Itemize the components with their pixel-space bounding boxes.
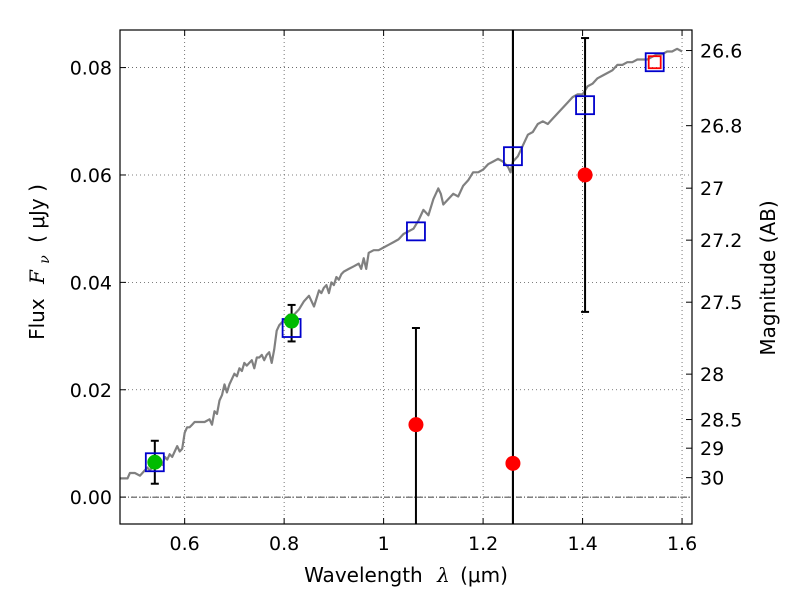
mag-tick-label: 29 (700, 438, 724, 460)
x-axis-title: Wavelength λ (μm) (304, 563, 508, 587)
x-tick-label: 1.6 (667, 533, 697, 555)
red-data-point (408, 417, 424, 433)
y-axis-symbol: F (25, 269, 49, 285)
plot-frame (119, 29, 693, 525)
x-tick-label: 0.6 (170, 533, 200, 555)
y-axis-title: Flux F ν ( μJy ) (25, 184, 54, 340)
mag-tick-label: 27.2 (700, 230, 742, 252)
model-square-marker (144, 452, 165, 473)
mag-tick-label: 27 (700, 178, 724, 200)
x-axis-symbol: λ (436, 563, 450, 587)
y-axis-subscript: ν (37, 255, 53, 264)
y-tick-label: 0.06 (70, 165, 112, 187)
upper-limit-marker (647, 55, 662, 70)
y-tick-label: 0.08 (70, 58, 112, 80)
mag-tick-label: 28 (700, 364, 724, 386)
model-square-marker (575, 95, 595, 116)
x-tick-label: 1 (378, 533, 390, 555)
x-tick-label: 1.2 (468, 533, 498, 555)
spectrum-line (120, 47, 683, 480)
mag-tick-label: 30 (700, 468, 724, 490)
x-axis-unit: (μm) (460, 563, 508, 587)
detection-point (284, 313, 300, 329)
mag-tick-label: 26.6 (700, 41, 742, 63)
x-axis-label-text: Wavelength (304, 563, 423, 587)
spectrum-series (120, 47, 683, 480)
y-tick-label: 0.04 (70, 272, 112, 294)
axis-ticks: 0.6 0.8 1 1.2 1.4 1.6 0.00 0.02 0.04 0.06 0.08 26.6… (70, 30, 742, 555)
y2-axis-title: Magnitude (AB) (756, 200, 780, 355)
red-data-point (577, 167, 593, 183)
y-tick-label: 0.00 (70, 487, 112, 509)
mag-tick-label: 28.5 (700, 410, 742, 432)
red-data-point (505, 455, 521, 471)
detection-point (147, 454, 163, 470)
model-square-marker (503, 146, 523, 167)
model-square-marker (644, 52, 665, 73)
mag-tick-label: 26.8 (700, 116, 742, 138)
data-markers (144, 52, 665, 473)
mag-tick-label: 27.5 (700, 292, 742, 314)
y-tick-label: 0.02 (70, 380, 112, 402)
y-axis-label-text: Flux (25, 298, 49, 340)
x-tick-label: 0.8 (269, 533, 299, 555)
model-square-marker (406, 221, 426, 242)
x-tick-label: 1.4 (567, 533, 597, 555)
y-axis-unit: ( μJy ) (25, 184, 49, 243)
